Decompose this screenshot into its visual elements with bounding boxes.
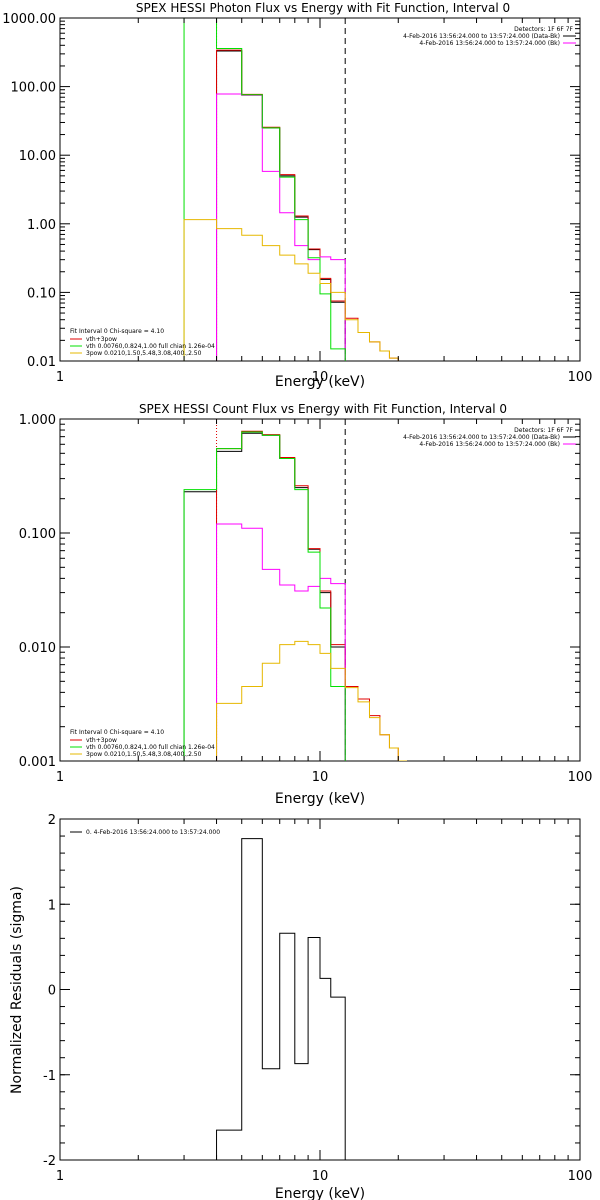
count-flux-series-pow [216,640,407,761]
photon-flux-y-tick-label: 1.00 [27,218,56,233]
photon-flux-y-tick-label: 100.00 [11,81,57,96]
count-flux-x-tick-label: 1 [56,770,64,785]
legend-entry-3pow: 3pow 0.0210,1.50,5.48,3.08,400.,2.50 [86,350,202,357]
legend-entry-vth: vth 0.00760,0.824,1.00 full chian 1.26e-… [86,744,215,751]
residuals-y-axis-label: Normalized Residuals (sigma) [9,886,25,1094]
residuals-y-tick-label: -1 [43,1069,56,1084]
photon-flux-series-data [216,50,346,361]
residuals-x-tick-label: 10 [312,1169,329,1184]
residuals-panel: 1 10 100 -2 -1 0 1 2 Energy (keV) Normalized R… [9,813,592,1200]
photon-flux-x-tick-label: 10 [312,370,329,385]
photon-flux-x-tick-label: 1 [56,370,64,385]
legend-entry-data-bk: 4-Feb-2016 13:56:24.000 to 13:57:24.000 … [403,434,560,441]
legend-fit-header: Fit Interval 0 Chi-square = 4.10 [70,328,164,335]
photon-flux-x-axis-label: Energy (keV) [275,374,365,390]
legend-entry-vth-3pow: vth+3pow [86,737,117,744]
legend-entry-vth: vth 0.00760,0.824,1.00 full chian 1.26e-… [86,343,215,350]
legend-detectors-header: Detectors: 1F 6F 7F [514,26,573,33]
count-flux-legend-fit: Fit Interval 0 Chi-square = 4.10 vth+3po… [70,729,215,758]
residuals-x-tick-label: 100 [568,1169,593,1184]
count-flux-series-data [183,432,346,761]
legend-detectors-header: Detectors: 1F 6F 7F [514,427,573,434]
count-flux-x-tick-label: 10 [312,770,329,785]
count-flux-y-tick-label: 1.000 [19,413,56,428]
count-flux-legend-detectors: Detectors: 1F 6F 7F 4-Feb-2016 13:56:24.… [403,427,576,448]
photon-flux-y-tick-label: 1000.00 [2,12,56,27]
legend-entry-residuals: 0. 4-Feb-2016 13:56:24.000 to 13:57:24.0… [86,829,220,836]
count-flux-series-total [216,430,407,761]
residuals-x-axis-label: Energy (keV) [275,1186,365,1200]
legend-entry-data-bk: 4-Feb-2016 13:56:24.000 to 13:57:24.000 … [403,33,560,40]
residuals-legend: 0. 4-Feb-2016 13:56:24.000 to 13:57:24.0… [70,829,220,836]
count-flux-x-tick-label: 100 [568,770,593,785]
residuals-y-tick-label: 1 [48,898,56,913]
residuals-x-tick-label: 1 [56,1169,64,1184]
legend-entry-bk: 4-Feb-2016 13:56:24.000 to 13:57:24.000 … [419,40,560,47]
photon-flux-title: SPEX HESSI Photon Flux vs Energy with Fi… [136,1,510,15]
photon-flux-y-tick-label: 0.01 [27,355,56,370]
residuals-series-residuals [216,838,346,1160]
photon-flux-series-pow [183,219,399,361]
residuals-y-tick-label: 0 [48,984,56,999]
count-flux-panel: SPEX HESSI Count Flux vs Energy with Fit… [19,402,593,807]
photon-flux-panel: SPEX HESSI Photon Flux vs Energy with Fi… [2,1,592,390]
count-flux-y-tick-label: 0.010 [19,641,56,656]
count-flux-y-tick-label: 0.001 [19,755,56,770]
residuals-plot-frame [59,818,581,1161]
photon-flux-x-tick-label: 100 [568,370,593,385]
photon-flux-legend-detectors: Detectors: 1F 6F 7F 4-Feb-2016 13:56:24.… [403,26,576,47]
photon-flux-series-vth [183,18,346,361]
photon-flux-y-tick-label: 10.00 [19,149,56,164]
photon-flux-series-total [216,49,399,361]
photon-flux-plot-frame [59,17,581,362]
count-flux-series-vth [183,431,346,761]
photon-flux-y-tick-label: 0.10 [27,286,56,301]
legend-entry-vth-3pow: vth+3pow [86,336,117,343]
legend-fit-header: Fit Interval 0 Chi-square = 4.10 [70,729,164,736]
count-flux-x-axis-label: Energy (keV) [275,791,365,807]
photon-flux-legend-fit: Fit Interval 0 Chi-square = 4.10 vth+3po… [70,328,215,357]
count-flux-y-tick-label: 0.100 [19,527,56,542]
legend-entry-bk: 4-Feb-2016 13:56:24.000 to 13:57:24.000 … [419,441,560,448]
count-flux-title: SPEX HESSI Count Flux vs Energy with Fit… [139,402,507,416]
residuals-y-tick-label: -2 [43,1154,56,1169]
count-flux-series-vth-3pow [216,523,346,761]
legend-entry-3pow: 3pow 0.0210,1.50,5.48,3.08,400.,2.50 [86,751,202,758]
residuals-y-tick-label: 2 [48,813,56,828]
